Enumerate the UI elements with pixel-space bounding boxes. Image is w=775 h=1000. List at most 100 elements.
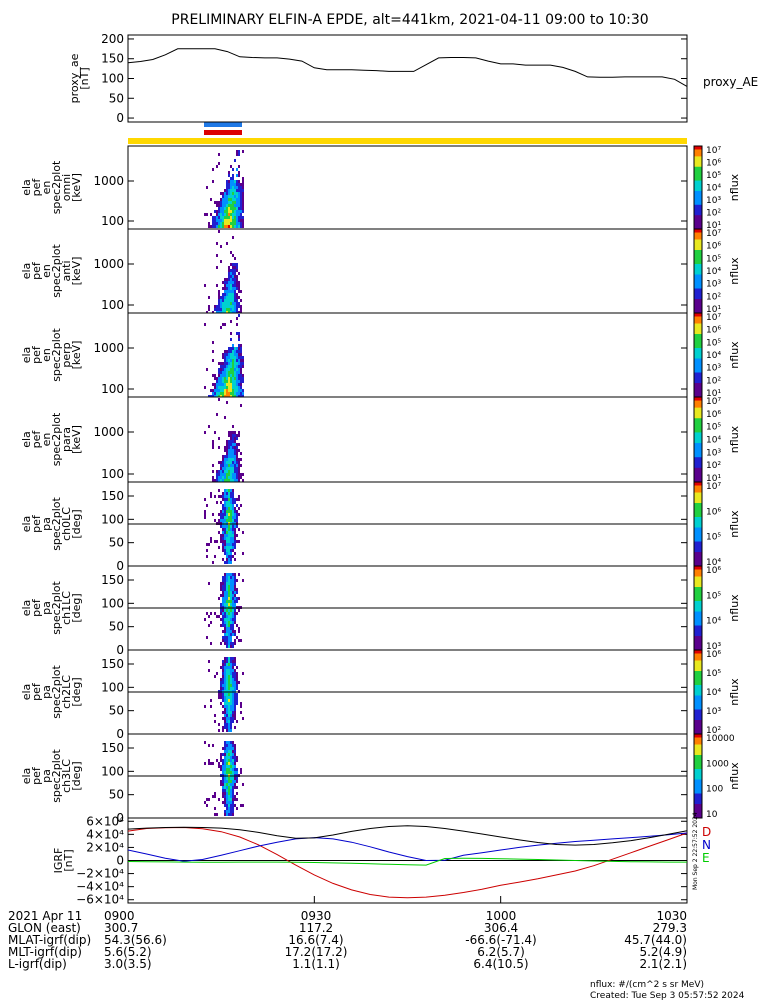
spectrogram-cell xyxy=(232,612,234,615)
spectrogram-cell xyxy=(226,242,228,245)
spectrogram-cell xyxy=(220,768,222,771)
spectrogram-cell xyxy=(242,579,244,582)
colorbar-segment xyxy=(694,386,702,391)
spectrogram-cell xyxy=(238,681,240,684)
spectrogram-cell xyxy=(232,458,234,461)
spectrogram-cell xyxy=(222,693,224,696)
spectrogram-cell xyxy=(218,546,220,549)
ylabel-line: spec2plot xyxy=(50,160,63,214)
spectrogram-cell xyxy=(228,368,230,371)
spectrogram-cell xyxy=(230,561,232,564)
spectrogram-cell xyxy=(228,579,230,582)
colorbar-segment xyxy=(694,362,702,366)
spectrogram-cell xyxy=(234,681,236,684)
spectrogram-cell xyxy=(234,443,236,446)
spectrogram-cell xyxy=(204,618,206,621)
spectrogram-cell xyxy=(226,362,228,365)
spectrogram-cell xyxy=(222,600,224,603)
spectrogram-cell xyxy=(222,786,224,789)
spectrogram-cell xyxy=(224,684,226,687)
spectrogram-cell xyxy=(220,612,222,615)
spectrogram-cell xyxy=(232,801,234,804)
spectrogram-cell xyxy=(214,795,216,798)
spectrogram-cell xyxy=(238,365,240,368)
spectrogram-cell xyxy=(226,219,228,222)
spectrogram-cell xyxy=(222,672,224,675)
colorbar-segment xyxy=(694,306,702,310)
spectrogram-cell xyxy=(220,603,222,606)
spectrogram-cell xyxy=(242,186,244,189)
spectrogram-cell xyxy=(234,699,236,702)
ylabel-line: [deg] xyxy=(70,593,83,622)
spectrogram-cell xyxy=(224,576,226,579)
spectrogram-cell xyxy=(226,624,228,627)
spectrogram-cell xyxy=(222,624,224,627)
spectrogram-cell xyxy=(232,296,234,299)
spectrogram-cell xyxy=(228,705,230,708)
spectrogram-cell xyxy=(226,705,228,708)
ylabel-line: pef xyxy=(30,766,43,785)
spectrogram-cell xyxy=(228,549,230,552)
colorbar-label: nflux xyxy=(728,510,741,538)
y-tick-label: 50 xyxy=(109,536,124,550)
spectrogram-cell xyxy=(226,281,228,284)
spectrogram-cell xyxy=(242,392,244,395)
spectrogram-cell xyxy=(222,368,224,371)
colorbar-segment xyxy=(694,253,702,258)
spectrogram-cell xyxy=(212,383,214,386)
colorbar-label: nflux xyxy=(728,678,741,706)
spectrogram-cell xyxy=(222,455,224,458)
colorbar-segment xyxy=(694,720,702,724)
spectrogram-cell xyxy=(230,768,232,771)
colorbar-segment xyxy=(694,779,702,784)
spectrogram-cell xyxy=(234,777,236,780)
spectrogram-cell xyxy=(224,389,226,392)
spectrogram-cell xyxy=(222,356,224,359)
spectrogram-cell xyxy=(240,371,242,374)
spectrogram-cell xyxy=(232,756,234,759)
spectrogram-cell xyxy=(226,350,228,353)
spectrogram-cell xyxy=(228,729,230,732)
spectrogram-cell xyxy=(224,416,226,419)
spectrogram-cell xyxy=(222,308,224,311)
colorbar-segment xyxy=(694,590,702,595)
spectrogram-cell xyxy=(242,389,244,392)
spectrogram-cell xyxy=(230,201,232,204)
colorbar-segment xyxy=(694,467,702,472)
spectrogram-cell xyxy=(228,771,230,774)
spectrogram-cell xyxy=(232,549,234,552)
spectrogram-cell xyxy=(230,636,232,639)
spectrogram-cell xyxy=(222,219,224,222)
spectrogram-cell xyxy=(220,210,222,213)
spectrogram-cell xyxy=(242,195,244,198)
spectrogram-cell xyxy=(226,615,228,618)
spectrogram-cell xyxy=(230,621,232,624)
spectrogram-cell xyxy=(226,777,228,780)
spectrogram-cell xyxy=(230,747,232,750)
spectrogram-cell xyxy=(218,207,220,210)
spectrogram-cell xyxy=(222,549,224,552)
spectrogram-cell xyxy=(204,801,206,804)
spectrogram-cell xyxy=(224,771,226,774)
spectrogram-cell xyxy=(224,192,226,195)
spectrogram-cell xyxy=(226,510,228,513)
spectrogram-cell xyxy=(234,507,236,510)
spectrogram-cell xyxy=(228,293,230,296)
colorbar-segment xyxy=(694,688,702,693)
spectrogram-cell xyxy=(228,464,230,467)
spectrogram-cell xyxy=(232,222,234,225)
spectrogram-cell xyxy=(230,269,232,272)
spectrogram-cell xyxy=(230,504,232,507)
spectrogram-cell xyxy=(216,476,218,479)
spectrogram-cell xyxy=(240,389,242,392)
spectrogram-cell xyxy=(226,750,228,753)
spectrogram-cell xyxy=(238,305,240,308)
spectrogram-cell xyxy=(226,192,228,195)
orbit-cell: 17.2(17.2) xyxy=(285,945,348,959)
y-tick-label: 100 xyxy=(101,596,124,610)
spectrogram-cell xyxy=(220,516,222,519)
spectrogram-cell xyxy=(230,558,232,561)
spectrogram-cell xyxy=(228,585,230,588)
spectrogram-cell xyxy=(236,189,238,192)
spectrogram-cell xyxy=(236,687,238,690)
